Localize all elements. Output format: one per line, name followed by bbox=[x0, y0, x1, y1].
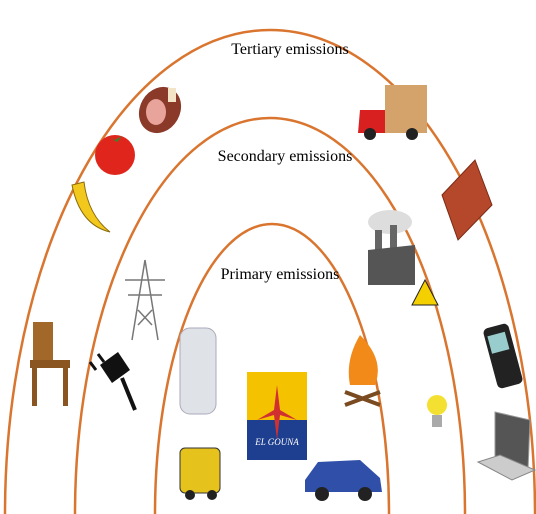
car-icon bbox=[305, 460, 382, 501]
factory-icon bbox=[368, 210, 439, 306]
rickshaw-icon bbox=[179, 447, 221, 500]
fire-icon bbox=[344, 335, 381, 407]
ring-label: Primary emissions bbox=[221, 266, 340, 283]
pylon-icon bbox=[125, 259, 165, 341]
ring-label: Secondary emissions bbox=[218, 148, 353, 165]
plug-icon bbox=[88, 352, 137, 411]
phone-icon bbox=[483, 323, 523, 389]
tertiary-ring bbox=[3, 28, 536, 514]
logo-text: EL GOUNA bbox=[254, 437, 299, 447]
logo: EL GOUNA bbox=[247, 372, 307, 460]
bricks-icon bbox=[441, 159, 493, 241]
bulb-icon bbox=[427, 395, 447, 427]
meat-icon bbox=[138, 86, 182, 134]
water-heater-icon bbox=[179, 327, 217, 415]
secondary-ring bbox=[73, 116, 467, 514]
chair-icon bbox=[30, 322, 70, 406]
ring-label: Tertiary emissions bbox=[231, 41, 349, 58]
truck-icon bbox=[358, 85, 427, 140]
tomato-icon bbox=[95, 135, 135, 175]
laptop-icon bbox=[476, 411, 536, 481]
banana-icon bbox=[71, 181, 111, 233]
